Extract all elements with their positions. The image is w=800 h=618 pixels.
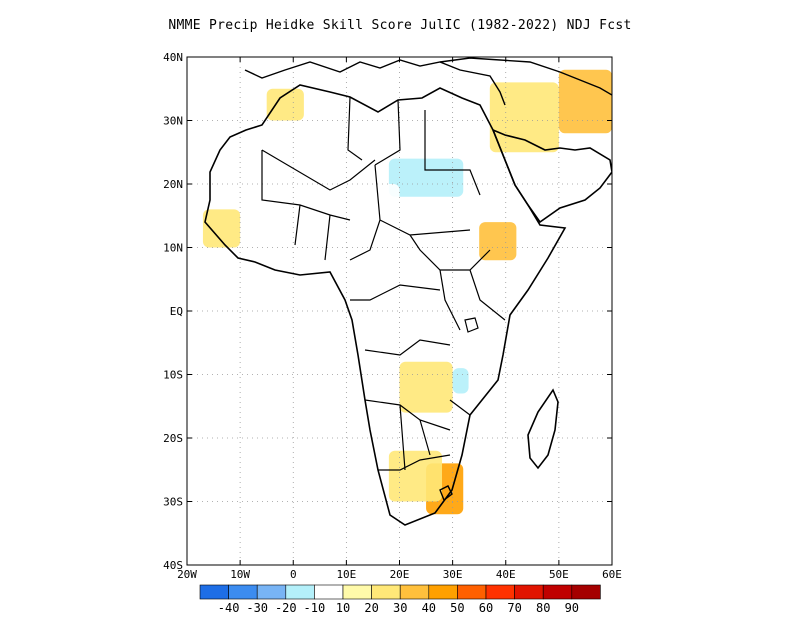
turkey-coastline bbox=[439, 57, 612, 96]
colorbar-label: 50 bbox=[450, 601, 464, 615]
colorbar-swatch bbox=[199, 584, 229, 600]
lat-tick-label: 10S bbox=[163, 369, 183, 382]
lake-lesotho bbox=[439, 485, 453, 502]
colorbar-swatch bbox=[342, 584, 372, 600]
shaded-region bbox=[388, 450, 442, 502]
lon-tick-label: 60E bbox=[602, 568, 622, 581]
colorbar-label: 40 bbox=[422, 601, 436, 615]
colorbar-swatch bbox=[371, 584, 401, 600]
shaded-region bbox=[558, 69, 612, 134]
colorbar-label: 70 bbox=[507, 601, 521, 615]
colorbar-swatch bbox=[256, 584, 287, 600]
shaded-region bbox=[452, 368, 469, 394]
colorbar-swatch bbox=[428, 584, 458, 600]
colorbar-swatch bbox=[542, 584, 573, 600]
colorbar-label: -10 bbox=[304, 601, 326, 615]
lat-tick-label: 40S bbox=[163, 559, 183, 572]
shaded-region bbox=[202, 209, 241, 248]
coastlines bbox=[204, 57, 612, 526]
colorbar-label: 20 bbox=[364, 601, 378, 615]
lat-tick-label: 20S bbox=[163, 432, 183, 445]
arabia-coastline bbox=[491, 128, 612, 224]
lon-tick-label: 0 bbox=[290, 568, 297, 581]
madagascar-coastline bbox=[527, 388, 559, 470]
colorbar-label: -20 bbox=[275, 601, 297, 615]
colorbar: -40 -30 -20 -10 10 20 30 40 50 60 70 80 90 bbox=[199, 584, 601, 615]
lat-tick-label: 40N bbox=[163, 51, 183, 64]
colorbar-swatch bbox=[285, 584, 315, 600]
colorbar-label: 80 bbox=[536, 601, 550, 615]
lon-tick-label: 10W bbox=[230, 568, 250, 581]
lon-tick-label: 30E bbox=[443, 568, 463, 581]
country-borders bbox=[261, 96, 506, 471]
colorbar-swatch bbox=[514, 584, 544, 600]
europe-coastline bbox=[244, 59, 506, 106]
colorbar-label: 90 bbox=[565, 601, 579, 615]
lat-tick-label: 30N bbox=[163, 115, 183, 128]
lon-tick-label: 10E bbox=[336, 568, 356, 581]
colorbar-swatch bbox=[571, 584, 601, 600]
lon-tick-label: 20W bbox=[177, 568, 197, 581]
lon-tick-label: 40E bbox=[496, 568, 516, 581]
colorbar-swatch bbox=[228, 584, 258, 600]
colorbar-swatch bbox=[399, 584, 430, 600]
shaded-region bbox=[399, 361, 453, 413]
colorbar-swatch bbox=[485, 584, 515, 600]
colorbar-label: 10 bbox=[336, 601, 350, 615]
shaded-region bbox=[266, 88, 304, 121]
lon-tick-label: 50E bbox=[549, 568, 569, 581]
lat-tick-label: 10N bbox=[163, 242, 183, 255]
colorbar-swatch bbox=[314, 584, 344, 600]
colorbar-label: -30 bbox=[246, 601, 268, 615]
map-title: NMME Precip Heidke Skill Score JulIC (19… bbox=[168, 18, 632, 33]
colorbar-label: 60 bbox=[479, 601, 493, 615]
colorbar-label: 30 bbox=[393, 601, 407, 615]
gridlines bbox=[187, 57, 612, 565]
shaded-region bbox=[367, 184, 400, 223]
lake-victoria bbox=[464, 317, 479, 333]
lon-tick-label: 20E bbox=[390, 568, 410, 581]
colorbar-label: -40 bbox=[218, 601, 240, 615]
lat-tick-label: EQ bbox=[170, 305, 183, 318]
colorbar-swatch bbox=[457, 584, 487, 600]
shaded-region bbox=[388, 158, 464, 197]
lat-tick-label: 20N bbox=[163, 178, 183, 191]
lat-tick-label: 30S bbox=[163, 496, 183, 509]
